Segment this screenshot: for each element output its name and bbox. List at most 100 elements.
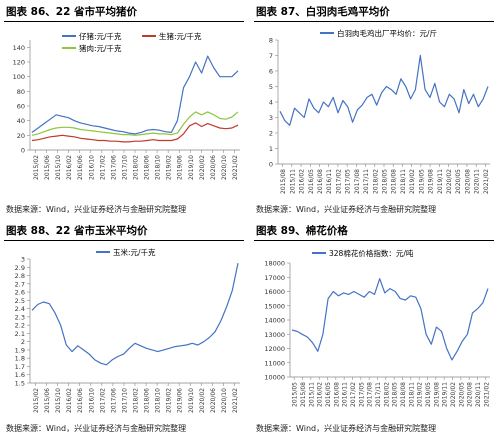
- x-tick-label: 2019/08: [428, 169, 435, 194]
- x-tick-label: 2018/06: [144, 155, 151, 180]
- x-tick-label: 2017/06: [110, 388, 117, 413]
- x-tick-label: 2018/02: [383, 382, 390, 407]
- series-line: [31, 262, 239, 366]
- corn-price-chart: 1.51.61.71.81.922.12.22.32.42.52.62.72.8…: [15, 247, 240, 413]
- x-tick-label: 2016/05: [325, 382, 332, 407]
- x-tick-label: 2018/08: [400, 382, 407, 407]
- x-tick-label: 2015/08: [280, 169, 287, 194]
- x-tick-label: 2016/02: [66, 388, 73, 413]
- y-tick-label: 1.5: [15, 380, 25, 388]
- y-tick-label: 2.9: [15, 264, 25, 272]
- x-tick-label: 2015/08: [300, 382, 307, 407]
- x-tick-label: 2017/08: [354, 169, 361, 194]
- y-tick-label: 2.1: [15, 330, 25, 338]
- y-tick-label: 120: [13, 59, 25, 67]
- x-tick-label: 2017/02: [99, 388, 106, 413]
- x-tick-label: 2019/11: [437, 169, 444, 194]
- y-tick-label: 15000: [264, 302, 285, 310]
- x-tick-label: 2020/06: [210, 388, 217, 413]
- x-tick-label: 2020/11: [474, 169, 481, 194]
- y-tick-label: 1.6: [15, 371, 25, 379]
- y-tick-label: 2.6: [15, 289, 25, 297]
- data-source: 数据来源：Wind，兴业证券经济与金融研究院整理: [6, 205, 187, 214]
- x-tick-label: 2018/02: [133, 155, 140, 180]
- x-tick-label: 2016/10: [88, 155, 95, 180]
- y-tick-label: 11000: [264, 359, 285, 367]
- x-tick-label: 2018/02: [372, 169, 379, 194]
- x-tick-label: 2016/08: [333, 382, 340, 407]
- x-tick-label: 2020/05: [458, 382, 465, 407]
- y-tick-label: 7: [269, 52, 273, 60]
- x-tick-label: 2020/10: [221, 388, 228, 413]
- series-line: [31, 122, 239, 143]
- chart-panel-cotton: 图表 89、棉花价格 10000 11000 12000 13000 14000 1500…: [250, 219, 500, 438]
- y-tick-label: 2: [21, 338, 25, 346]
- x-tick-label: 2019/10: [188, 155, 195, 180]
- y-tick-label: 16000: [264, 288, 285, 296]
- x-tick-label: 2017/11: [375, 382, 382, 407]
- legend-label: 生猪:元/千克: [159, 31, 202, 41]
- chart-panel-chicken: 图表 87、白羽肉毛鸡平均价 0 1 2 3 4 5 6 7 8 2015/08 2015/11 20…: [250, 0, 500, 219]
- x-tick-label: 2020/02: [199, 155, 206, 180]
- y-tick-label: 2.2: [15, 322, 25, 330]
- title-underline: [254, 240, 494, 241]
- x-tick-label: 2020/05: [455, 169, 462, 194]
- y-tick-label: 1: [269, 145, 273, 153]
- x-tick-label: 2019/06: [177, 388, 184, 413]
- x-tick-label: 2018/10: [155, 155, 162, 180]
- legend-label: 白羽肉毛鸡出厂平均价：元/斤: [337, 28, 437, 38]
- x-tick-label: 2018/02: [133, 388, 140, 413]
- y-tick-label: 2.8: [15, 272, 25, 280]
- y-tick-label: 0: [21, 147, 25, 155]
- y-tick-label: 8: [269, 37, 273, 45]
- chart-title: 图表 87、白羽肉毛鸡平均价: [256, 6, 390, 18]
- chart-title: 图表 89、棉花价格: [256, 225, 348, 237]
- data-source: 数据来源：Wind，兴业证券经济与金融研究院整理: [6, 424, 187, 433]
- x-tick-label: 2017/10: [121, 388, 128, 413]
- y-tick-label: 10000: [264, 374, 285, 382]
- x-tick-label: 2016/11: [342, 382, 349, 407]
- chart-panel-pork: 图表 86、22 省市平均猪价 0 20 40 60 80 100 120 140 2015/0…: [0, 0, 250, 219]
- y-tick-label: 5: [269, 83, 273, 91]
- x-tick-label: 2019/05: [418, 169, 425, 194]
- chart-title: 图表 86、22 省市平均猪价: [6, 6, 138, 18]
- title-underline: [4, 21, 244, 22]
- legend-label: 仔猪:元/千克: [79, 31, 122, 41]
- x-tick-label: 2018/06: [144, 388, 151, 413]
- x-tick-label: 2019/06: [177, 155, 184, 180]
- title-underline: [4, 240, 244, 241]
- x-tick-label: 2015/02: [33, 388, 40, 413]
- x-tick-label: 2019/02: [409, 169, 416, 194]
- y-tick-label: 2.7: [15, 280, 25, 288]
- chart-title: 图表 88、22 省市玉米平均价: [6, 225, 148, 237]
- x-tick-label: 2019/02: [166, 388, 173, 413]
- x-tick-label: 2021/02: [483, 169, 490, 194]
- x-tick-label: 2018/11: [400, 169, 407, 194]
- x-tick-label: 2018/10: [155, 388, 162, 413]
- x-tick-label: 2015/10: [55, 155, 62, 180]
- x-tick-label: 2016/02: [317, 382, 324, 407]
- x-tick-label: 2020/08: [464, 169, 471, 194]
- x-tick-label: 2020/02: [450, 382, 457, 407]
- series-line: [279, 54, 489, 126]
- x-tick-label: 2017/02: [350, 382, 357, 407]
- x-tick-label: 2020/11: [475, 382, 482, 407]
- x-tick-label: 2018/11: [408, 382, 415, 407]
- x-tick-label: 2018/05: [382, 169, 389, 194]
- x-tick-label: 2017/02: [335, 169, 342, 194]
- y-tick-label: 1.9: [15, 346, 25, 354]
- pork-price-chart: 0 20 40 60 80 100 120 140 2015/02 2015/06 2015/10 2…: [13, 31, 240, 180]
- y-tick-label: 3: [21, 256, 25, 264]
- x-tick-label: 2016/11: [326, 169, 333, 194]
- x-tick-label: 2016/10: [88, 388, 95, 413]
- y-tick-label: 40: [17, 117, 25, 125]
- series-line: [31, 111, 239, 136]
- x-tick-label: 2015/05: [292, 382, 299, 407]
- y-tick-label: 0: [269, 161, 273, 169]
- x-tick-label: 2016/08: [317, 169, 324, 194]
- y-tick-label: 12000: [264, 345, 285, 353]
- y-tick-label: 20: [17, 132, 25, 140]
- x-tick-label: 2019/11: [442, 382, 449, 407]
- legend-label: 328棉花价格指数：元/吨: [329, 248, 414, 258]
